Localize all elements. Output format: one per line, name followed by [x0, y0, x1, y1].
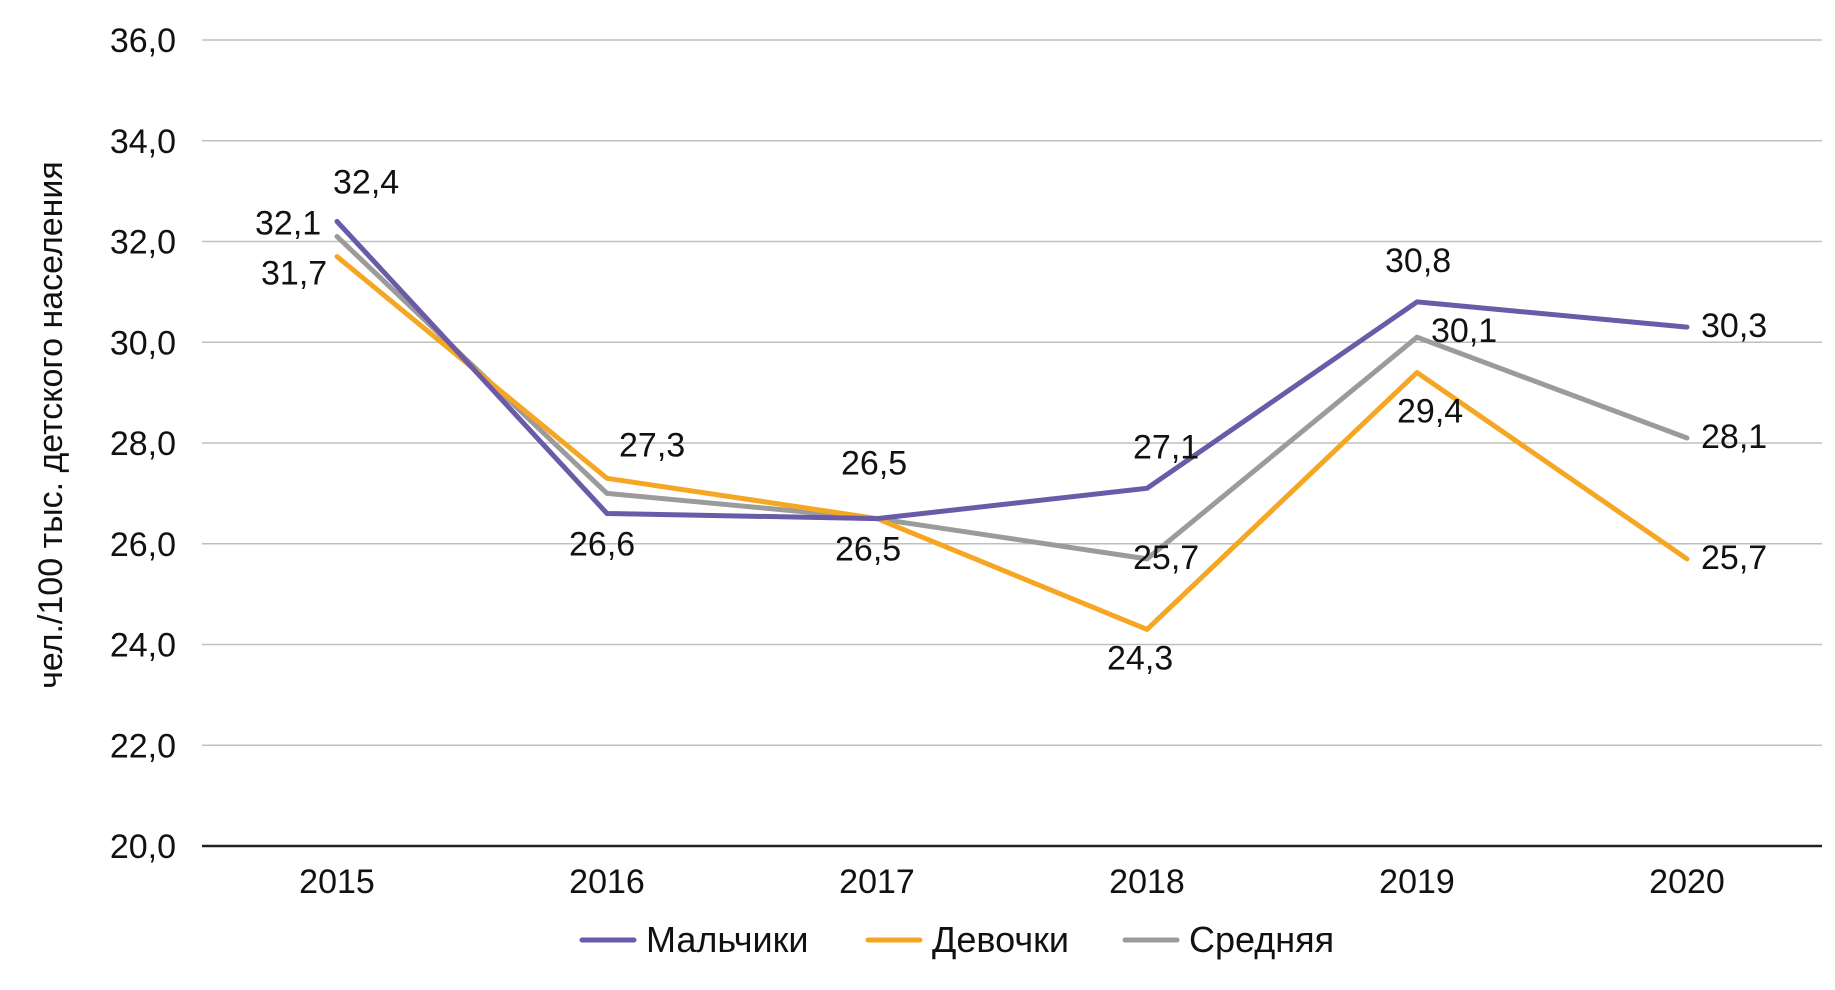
data-label: 26,6: [569, 526, 635, 564]
y-tick-label: 32,0: [110, 224, 176, 262]
y-tick-label: 24,0: [110, 627, 176, 665]
series-line-girls: [334, 254, 1690, 632]
data-label: 30,1: [1431, 312, 1497, 350]
y-tick-label: 34,0: [110, 123, 176, 161]
y-tick-label: 20,0: [110, 828, 176, 866]
y-tick-label: 36,0: [110, 22, 176, 60]
data-label: 30,3: [1701, 307, 1767, 345]
legend-entry: Средняя: [1189, 919, 1334, 960]
data-label: 30,8: [1385, 242, 1451, 280]
x-tick-label: 2020: [1649, 863, 1725, 901]
x-tick-label: 2018: [1109, 863, 1185, 901]
legend-entry: Мальчики: [646, 919, 809, 960]
data-label: 27,3: [619, 426, 685, 464]
x-tick-label: 2017: [839, 863, 915, 901]
data-label: 25,7: [1133, 539, 1199, 577]
series-lines: [334, 218, 1690, 632]
data-label: 29,4: [1397, 392, 1463, 430]
y-axis-title: чел./100 тыс. детского населения: [32, 161, 70, 689]
y-tick-label: 28,0: [110, 425, 176, 463]
data-label: 26,5: [835, 531, 901, 569]
y-tick-label: 30,0: [110, 324, 176, 362]
x-tick-label: 2015: [299, 863, 375, 901]
y-axis-tick-labels: 20,0 22,0 24,0 26,0 28,0 30,0 32,0 34,0 36,0: [110, 22, 176, 866]
data-label: 26,5: [841, 445, 907, 483]
legend: Мальчики Девочки Средняя: [579, 919, 1334, 960]
gridlines: [202, 39, 1822, 848]
y-tick-label: 22,0: [110, 727, 176, 765]
data-label: 27,1: [1133, 428, 1199, 466]
x-tick-label: 2019: [1379, 863, 1455, 901]
data-labels: 32,4 26,6 27,1 30,8 30,3 31,7 27,3 26,5 24,3 29,4…: [255, 163, 1767, 677]
x-tick-label: 2016: [569, 863, 645, 901]
data-label: 24,3: [1107, 639, 1173, 677]
legend-entry: Девочки: [932, 919, 1069, 960]
series-line-boys: [334, 218, 1690, 522]
data-label: 31,7: [261, 255, 327, 293]
data-label: 25,7: [1701, 539, 1767, 577]
y-tick-label: 26,0: [110, 526, 176, 564]
data-label: 28,1: [1701, 418, 1767, 456]
x-axis-tick-labels: 2015 2016 2017 2018 2019 2020: [299, 863, 1725, 901]
series-line-average: [334, 234, 1690, 562]
data-label: 32,4: [333, 163, 399, 201]
data-label: 32,1: [255, 204, 321, 242]
